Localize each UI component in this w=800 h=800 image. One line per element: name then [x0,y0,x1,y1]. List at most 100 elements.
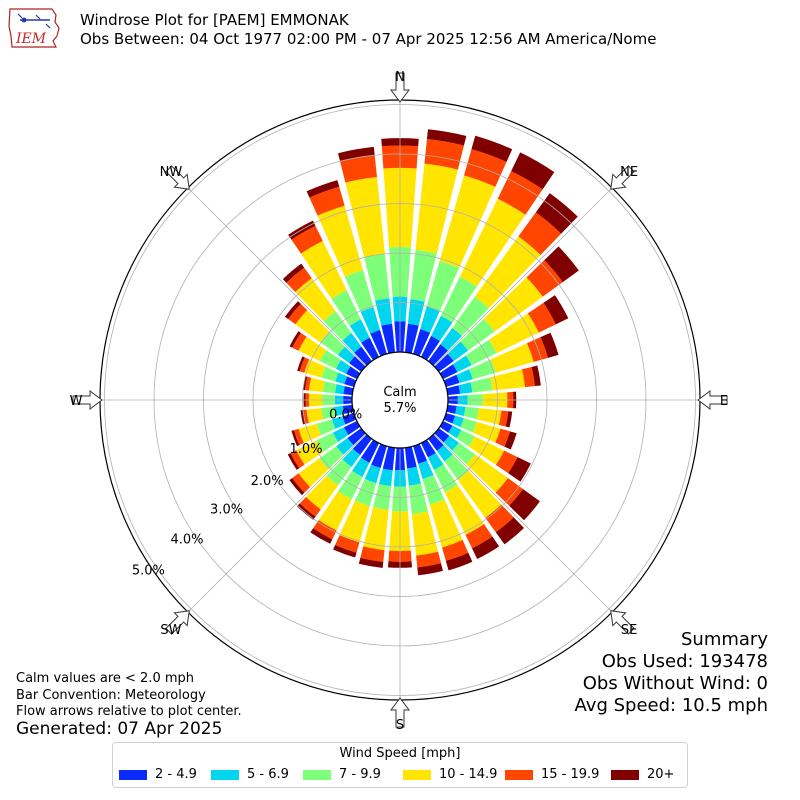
bar-dir10-speed-3 [415,163,458,254]
bar-dir250-speed-3 [298,423,321,444]
bar-dir150-speed-1 [427,452,444,470]
bar-dir160-speed-0 [413,443,428,464]
bar-dir150-speed-0 [420,439,436,458]
legend-swatch-4 [505,770,533,780]
bar-dir320-speed-0 [354,346,372,366]
bar-dir210-speed-3 [318,491,352,531]
bar-dir20-speed-2 [426,261,460,311]
bar-dir60-speed-2 [465,339,497,366]
bar-dir250-speed-2 [316,419,336,436]
bar-dir190-speed-4 [360,546,385,562]
legend-label-2: 7 - 9.9 [339,767,381,782]
bar-dir300-speed-2 [319,350,341,369]
bar-dir280-speed-0 [343,386,354,396]
bar-dir120-speed-4 [495,450,518,474]
bar-dir50-speed-2 [460,318,495,351]
bar-dir280-speed-4 [304,376,312,391]
direction-label-n: N [395,70,405,85]
direction-arrow-ne [610,165,635,190]
grid-spoke-1 [433,187,613,367]
direction-arrow-se [610,610,635,635]
bar-dir300-speed-4 [292,332,307,351]
bar-convention-note: Bar Convention: Meteorology [16,688,206,703]
bar-dir120-speed-3 [468,436,505,465]
legend-label-5: 20+ [647,767,675,782]
bar-dir230-speed-4 [292,473,311,493]
bar-dir330-speed-2 [331,290,361,326]
bar-dir170-speed-4 [416,551,441,568]
calm-label: Calm [383,385,416,400]
bar-dir120-speed-0 [439,420,453,433]
bar-dir210-speed-5 [310,528,333,544]
direction-arrow-n [390,72,410,103]
bar-dir30-speed-0 [420,335,440,361]
calm-value: 5.7% [383,401,416,416]
bar-dir350-speed-5 [338,146,375,161]
bar-dir220-speed-5 [297,503,316,520]
bar-dir50-speed-3 [483,277,543,332]
windrose-grid [99,99,701,701]
bar-dir230-speed-3 [298,458,329,488]
bar-dir200-speed-0 [371,443,387,469]
direction-arrow-nw [165,165,190,190]
bar-dir120-speed-2 [456,429,475,447]
bar-dir130-speed-3 [466,454,508,493]
bar-dir320-speed-3 [295,278,336,322]
bar-dir10-speed-1 [407,299,425,326]
bar-dir110-speed-5 [504,431,517,450]
bar-dir150-speed-4 [465,524,493,549]
bar-dir40-speed-4 [518,212,562,255]
bar-dir60-speed-1 [452,355,472,373]
bar-dir160-speed-3 [429,499,463,548]
flow-arrows-note: Flow arrows relative to plot center. [16,704,242,719]
bar-dir300-speed-5 [289,331,301,348]
bar-dir110-speed-2 [460,418,477,433]
bar-dir340-speed-3 [317,205,363,277]
bar-dir100-speed-4 [498,410,509,427]
bar-dir190-speed-1 [378,468,393,487]
bar-dir330-speed-1 [349,319,370,343]
bar-dir190-speed-5 [358,557,384,568]
bar-dir100-speed-1 [455,405,466,417]
radial-tick-label-3: 3.0% [210,502,243,517]
bar-dir60-speed-3 [488,313,539,354]
bar-dir160-speed-1 [418,460,434,480]
bar-dir60-speed-5 [543,295,569,325]
bar-dir20-speed-0 [413,329,431,357]
bar-dir330-speed-4 [291,225,323,254]
radial-tick-label-1: 1.0% [289,442,322,457]
bar-dir30-speed-1 [431,315,453,341]
direction-label-w: W [70,394,83,409]
radial-tick-label-5: 5.0% [132,564,165,579]
bar-dir130-speed-4 [495,478,524,506]
grid-spoke-5 [187,433,367,613]
bar-dir300-speed-3 [298,336,327,362]
bar-dir290-speed-2 [321,366,339,382]
bar-dir140-speed-4 [485,504,514,533]
bar-dir260-speed-3 [306,408,324,423]
bar-dir120-speed-1 [448,425,462,439]
bar-dir20-speed-3 [439,175,496,269]
bar-dir10-speed-0 [404,323,419,354]
bar-dir50-speed-0 [434,353,454,372]
bar-dir110-speed-0 [443,413,456,424]
radial-tick-label-0: 0.0% [329,408,362,423]
calm-note: Calm values are < 2.0 mph [16,671,195,686]
bar-dir200-speed-4 [335,535,360,553]
calm-circle [351,351,449,449]
legend-items: 2 - 4.9 5 - 6.9 7 - 9.9 10 - 14.9 15 - 19.9 2… [119,767,681,783]
bar-dir320-speed-1 [342,333,362,353]
bar-dir170-speed-3 [411,511,439,556]
bar-dir40-speed-3 [474,236,541,309]
bar-dir70-speed-2 [469,359,496,380]
bar-dir120-speed-5 [508,457,531,482]
bar-dir200-speed-2 [354,479,377,507]
radial-tick-label-4: 4.0% [170,532,203,547]
bar-dir100-speed-3 [476,408,502,425]
bar-dir160-speed-2 [422,474,445,505]
bar-dir260-speed-2 [321,406,336,420]
bar-dir140-speed-2 [444,454,469,480]
legend-swatch-2 [303,770,331,780]
bar-dir310-speed-5 [284,301,301,320]
legend: Wind Speed [mph] 2 - 4.9 5 - 6.9 7 - 9.9 10… [112,742,688,788]
